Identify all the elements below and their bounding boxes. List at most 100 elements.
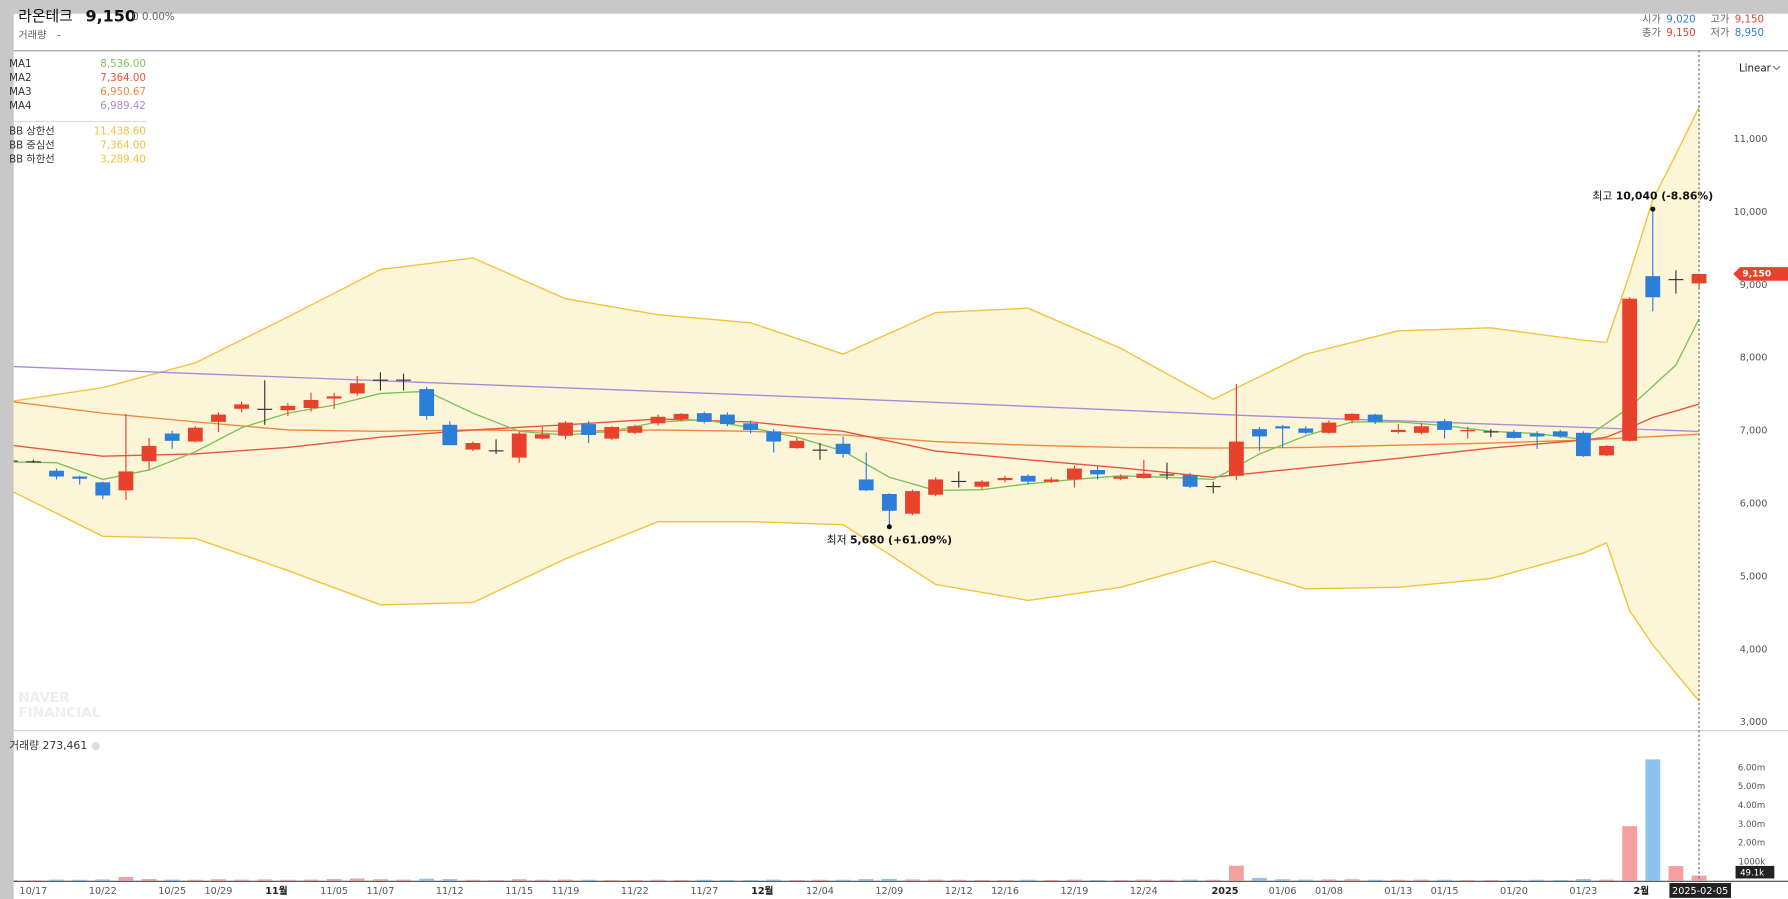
volume-bar	[280, 879, 296, 881]
volume-bar	[673, 879, 689, 881]
candle-body	[1506, 432, 1522, 438]
x-tick-label: 01/13	[1384, 886, 1412, 897]
volume-bar	[349, 878, 365, 881]
candle-body	[928, 479, 944, 495]
candle-body	[72, 476, 88, 479]
x-tick-label: 11/15	[505, 886, 533, 897]
x-tick-label: 01/06	[1269, 886, 1297, 897]
x-tick-label: 12/04	[806, 886, 834, 897]
volume-bar	[72, 879, 88, 881]
candle-body	[1460, 429, 1476, 432]
volume-bar	[511, 879, 527, 881]
volume-bar	[928, 879, 944, 881]
candle-body	[349, 383, 365, 394]
x-tick-label: 11월	[265, 885, 287, 897]
x-tick-label: 12월	[751, 885, 773, 897]
x-tick-label: 11/19	[552, 886, 580, 897]
candle-body	[303, 400, 319, 409]
candle-body	[1252, 429, 1267, 437]
candle-body	[141, 445, 157, 462]
volume-bar	[1182, 879, 1198, 881]
volume-bar	[812, 879, 828, 881]
volume-bar	[396, 879, 411, 881]
candle-body	[835, 443, 851, 454]
legend-value: 11,438.60	[94, 125, 146, 137]
legend-value: 3,289.40	[100, 153, 146, 165]
volume-bar	[326, 879, 342, 881]
volume-bar	[488, 879, 504, 881]
volume-total: 273,461	[42, 739, 87, 752]
volume-bar	[419, 878, 435, 881]
volume-bar	[1020, 879, 1036, 881]
crosshair-date: 2025-02-05	[1672, 886, 1728, 897]
scale-toggle[interactable]: Linear	[1739, 62, 1772, 74]
candle-body	[1298, 428, 1314, 433]
volume-bar	[13, 879, 18, 881]
x-tick-label: 2025	[1211, 886, 1238, 897]
candle-body	[1645, 276, 1661, 298]
volume-bar	[881, 878, 897, 881]
candle-body	[1205, 486, 1221, 488]
candle-body	[1668, 279, 1684, 281]
volume-tick-label: 1000k	[1738, 857, 1765, 867]
candle-body	[997, 477, 1013, 481]
legend-value: 6,989.42	[100, 100, 146, 112]
legend-value: 8,536.00	[100, 58, 146, 70]
volume-bar	[257, 879, 273, 881]
candle-body	[1182, 475, 1198, 487]
volume-bar	[1090, 879, 1105, 881]
ma-line	[13, 401, 1700, 449]
x-tick-label: 11/05	[320, 886, 348, 897]
candle-body	[396, 379, 411, 381]
plot-area	[13, 106, 1707, 881]
volume-bar	[25, 880, 41, 881]
annotation-label: 최저	[827, 534, 847, 547]
candle-body	[1067, 468, 1082, 480]
x-tick-label: 11/22	[621, 886, 649, 897]
dropdown-chevron[interactable]	[1772, 65, 1781, 71]
legend-name: MA1	[9, 58, 31, 70]
volume-bar	[234, 879, 250, 881]
last-price-tag	[1733, 267, 1788, 281]
candle-body	[118, 471, 134, 491]
x-tick-label: 12/24	[1130, 886, 1158, 897]
candle-body	[534, 434, 550, 439]
candle-body	[858, 479, 874, 491]
volume-bar	[1599, 879, 1614, 881]
volume-tick-label: 3.00m	[1738, 820, 1765, 830]
volume-bar	[211, 879, 226, 881]
x-tick-label: 12/19	[1060, 886, 1088, 897]
candle-body	[1090, 469, 1105, 475]
candle-body	[1414, 426, 1429, 433]
volume-bar	[974, 879, 990, 881]
close-icon[interactable]	[91, 742, 100, 751]
volume-bar	[1321, 879, 1337, 881]
volume-bar	[905, 879, 920, 881]
y-tick-label: 6,000	[1740, 498, 1768, 509]
volume-bar	[1483, 879, 1499, 881]
candle-body	[1622, 298, 1638, 441]
annotation-text: 10,040 (-8.86%)	[1616, 190, 1714, 203]
candle-body	[164, 433, 180, 441]
candle-body	[1136, 473, 1152, 478]
candle-body	[95, 482, 111, 496]
band-line	[13, 106, 1700, 402]
volume-crosshair-box	[1735, 865, 1775, 879]
quote-value: 8,950	[1735, 27, 1764, 39]
legend-name: BB 하한선	[9, 152, 55, 165]
candle-body	[49, 470, 64, 477]
price-change: 0 0.00%	[132, 11, 175, 23]
candle-body	[789, 440, 805, 449]
volume-tick-label: 5.00m	[1738, 782, 1765, 792]
stock-name: 라온테크	[18, 8, 73, 25]
quote-label: 시가	[1642, 13, 1661, 25]
y-tick-label: 11,000	[1734, 134, 1768, 145]
volume-bar	[604, 879, 620, 881]
legend-value: 7,364.00	[100, 72, 146, 84]
y-tick-label: 5,000	[1740, 571, 1768, 582]
volume-bar	[187, 879, 203, 881]
candle-body	[1159, 474, 1175, 476]
volume-bar	[1414, 879, 1429, 881]
x-tick-label: 12/16	[991, 886, 1019, 897]
